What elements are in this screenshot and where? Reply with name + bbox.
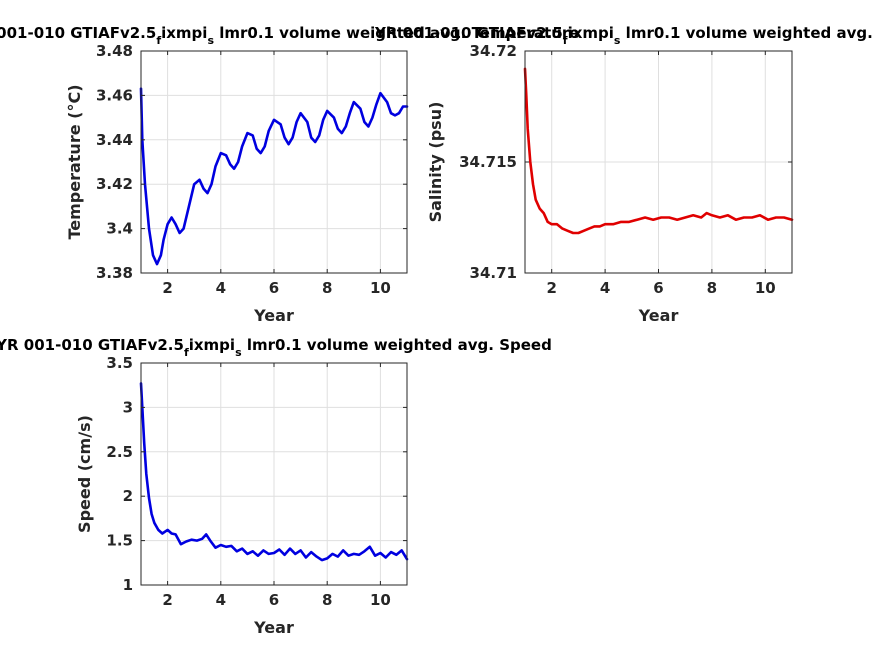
temperature-y-tick-label: 3.48 (96, 42, 133, 60)
speed-series-line (139, 382, 409, 562)
salinity-x-tick-label: 8 (707, 279, 717, 297)
speed-x-tick-label: 2 (162, 591, 172, 609)
salinity-chart: 2 4 6 8 10 34.71 34.715 34.72 Year Salinity (psu)… (374, 24, 875, 325)
temperature-series-line (139, 87, 409, 266)
speed-y-tick-label: 2.5 (106, 443, 133, 461)
temperature-y-axis-label: Temperature (°C) (65, 84, 84, 239)
salinity-series-line (523, 67, 794, 235)
temperature-y-tick-label: 3.4 (106, 220, 133, 238)
salinity-x-tick-label: 6 (653, 279, 663, 297)
salinity-x-axis-label: Year (638, 306, 679, 325)
speed-x-tick-label: 6 (269, 591, 279, 609)
temperature-chart: 2 4 6 8 10 3.38 3.4 3.42 3.44 3.46 3.48 Year Tempera… (0, 24, 579, 325)
speed-y-axis-label: Speed (cm/s) (75, 415, 94, 533)
temperature-y-tick-label: 3.46 (96, 86, 133, 104)
speed-x-tick-label: 10 (370, 591, 391, 609)
salinity-y-axis-label: Salinity (psu) (426, 102, 445, 223)
salinity-chart-title: YR 001-010 GTIAFv2.5fixmpis lmr0.1 volum… (374, 24, 875, 47)
temperature-x-tick-label: 2 (162, 279, 172, 297)
speed-x-tick-label: 4 (216, 591, 226, 609)
speed-y-tick-label: 2 (123, 487, 133, 505)
temperature-x-tick-label: 4 (216, 279, 226, 297)
temperature-y-tick-label: 3.42 (96, 175, 133, 193)
speed-x-tick-label: 8 (322, 591, 332, 609)
speed-y-tick-label: 3 (123, 398, 133, 416)
speed-y-tick-label: 3.5 (106, 354, 133, 372)
speed-y-tick-label: 1 (123, 576, 133, 594)
temperature-x-tick-label: 6 (269, 279, 279, 297)
salinity-y-tick-label: 34.715 (459, 153, 517, 171)
speed-y-tick-label: 1.5 (106, 532, 133, 550)
salinity-x-tick-label: 4 (600, 279, 610, 297)
salinity-x-tick-label: 10 (755, 279, 776, 297)
temperature-y-tick-label: 3.44 (96, 131, 133, 149)
temperature-chart-title: YR 001-010 GTIAFv2.5fixmpis lmr0.1 volum… (0, 24, 579, 47)
speed-chart: 2 4 6 8 10 1 1.5 2 2.5 3 3.5 Year Speed (cm/s) YR 001… (0, 336, 552, 637)
temperature-x-axis-label: Year (253, 306, 294, 325)
salinity-x-tick-label: 2 (546, 279, 556, 297)
salinity-y-tick-label: 34.71 (470, 264, 517, 282)
temperature-x-tick-label: 10 (370, 279, 391, 297)
temperature-y-tick-label: 3.38 (96, 264, 133, 282)
salinity-y-tick-label: 34.72 (470, 42, 517, 60)
speed-chart-title: YR 001-010 GTIAFv2.5fixmpis lmr0.1 volum… (0, 336, 552, 359)
speed-x-axis-label: Year (253, 618, 294, 637)
temperature-x-tick-label: 8 (322, 279, 332, 297)
